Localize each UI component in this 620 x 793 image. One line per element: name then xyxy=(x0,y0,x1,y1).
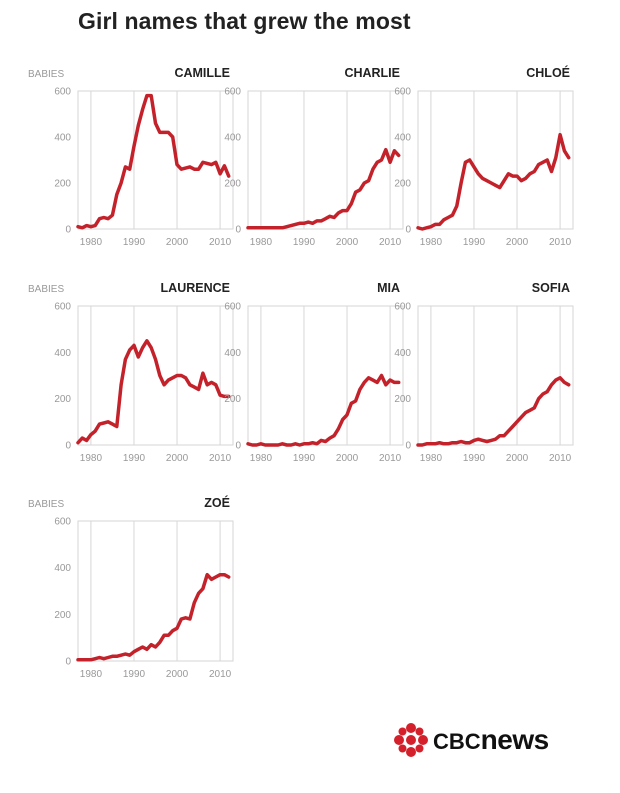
y-tick-label: 200 xyxy=(224,394,241,405)
y-tick-label: 0 xyxy=(235,441,241,452)
y-tick-label: 200 xyxy=(54,610,71,621)
x-tick-label: 2010 xyxy=(379,453,402,464)
y-tick-label: 600 xyxy=(224,87,241,98)
plot-frame xyxy=(247,90,404,230)
plot-frame xyxy=(77,305,234,446)
y-tick-label: 0 xyxy=(65,657,71,668)
plot-frame xyxy=(77,90,234,230)
x-tick-label: 2000 xyxy=(336,237,359,248)
panel-title: CHARLIE xyxy=(344,66,400,80)
series-line xyxy=(246,373,401,447)
y-tick-label: 0 xyxy=(235,225,241,236)
chart-panel: 1980 1990 2000 2010 0 200 400 600 SOFIA xyxy=(394,281,574,464)
y-tick-label: 400 xyxy=(394,348,411,359)
logo-news-text: news xyxy=(480,724,550,755)
cbc-news-logo: CBCnews xyxy=(393,722,573,762)
chart-panel: 1980 1990 2000 2010 0 200 400 600 BABIES ZOÉ xyxy=(28,495,234,680)
y-tick-label: 0 xyxy=(65,441,71,452)
y-tick-label: 600 xyxy=(54,87,71,98)
x-tick-label: 2010 xyxy=(209,669,232,680)
page-title: Girl names that grew the most xyxy=(78,8,411,34)
y-tick-label: 200 xyxy=(224,179,241,190)
chart-panel: 1980 1990 2000 2010 0 200 400 600 MIA xyxy=(224,281,404,464)
panel-title: LAURENCE xyxy=(161,281,230,295)
panel-title: CHLOÉ xyxy=(526,65,570,80)
x-tick-label: 1990 xyxy=(463,237,486,248)
y-tick-label: 0 xyxy=(405,441,411,452)
y-tick-label: 200 xyxy=(54,179,71,190)
plot-frame xyxy=(417,305,574,446)
y-axis-label: BABIES xyxy=(28,284,64,295)
y-tick-label: 400 xyxy=(54,348,71,359)
chart-panel: 1980 1990 2000 2010 0 200 400 600 BABIES CAMILLE xyxy=(28,66,234,248)
x-tick-label: 2010 xyxy=(209,453,232,464)
series-line xyxy=(76,339,231,445)
y-tick-label: 0 xyxy=(405,225,411,236)
plot-frame xyxy=(247,305,404,446)
panel-title: MIA xyxy=(377,281,400,295)
x-tick-label: 1980 xyxy=(80,453,103,464)
x-tick-label: 2010 xyxy=(379,237,402,248)
cbc-gem-icon xyxy=(394,723,428,757)
panel-title: ZOÉ xyxy=(204,495,230,510)
chart-panel: 1980 1990 2000 2010 0 200 400 600 CHARLIE xyxy=(224,66,404,248)
x-tick-label: 2010 xyxy=(209,237,232,248)
y-tick-label: 600 xyxy=(224,302,241,313)
x-tick-label: 1990 xyxy=(293,453,316,464)
x-tick-label: 2000 xyxy=(506,453,529,464)
y-tick-label: 400 xyxy=(394,133,411,144)
chart-panel: 1980 1990 2000 2010 0 200 400 600 CHLOÉ xyxy=(394,65,574,248)
y-tick-label: 400 xyxy=(54,133,71,144)
logo-wordmark: CBCnews xyxy=(433,724,549,756)
plot-frame xyxy=(417,90,574,230)
y-tick-label: 400 xyxy=(54,563,71,574)
y-tick-label: 0 xyxy=(65,225,71,236)
y-tick-label: 200 xyxy=(54,394,71,405)
y-axis-label: BABIES xyxy=(28,499,64,510)
x-tick-label: 1980 xyxy=(250,453,273,464)
series-line xyxy=(76,572,231,662)
series-line xyxy=(246,147,401,230)
chart-panel: 1980 1990 2000 2010 0 200 400 600 BABIES LAURENCE xyxy=(28,281,234,464)
x-tick-label: 2000 xyxy=(166,453,189,464)
x-tick-label: 1990 xyxy=(123,669,146,680)
y-tick-label: 400 xyxy=(224,133,241,144)
logo-cbc-text: CBC xyxy=(433,729,481,754)
series-line xyxy=(416,376,571,447)
x-tick-label: 1990 xyxy=(123,453,146,464)
series-line xyxy=(76,93,231,230)
x-tick-label: 1980 xyxy=(250,237,273,248)
x-tick-label: 2010 xyxy=(549,237,572,248)
x-tick-label: 1980 xyxy=(420,237,443,248)
y-tick-label: 600 xyxy=(394,87,411,98)
x-tick-label: 1980 xyxy=(80,237,103,248)
x-tick-label: 1990 xyxy=(293,237,316,248)
x-tick-label: 2000 xyxy=(166,237,189,248)
series-line xyxy=(416,132,571,231)
panel-title: SOFIA xyxy=(532,281,570,295)
panel-title: CAMILLE xyxy=(174,66,230,80)
x-tick-label: 2000 xyxy=(506,237,529,248)
plot-frame xyxy=(77,520,234,662)
x-tick-label: 2000 xyxy=(166,669,189,680)
x-tick-label: 1990 xyxy=(463,453,486,464)
y-tick-label: 200 xyxy=(394,394,411,405)
x-tick-label: 2010 xyxy=(549,453,572,464)
y-axis-label: BABIES xyxy=(28,69,64,80)
y-tick-label: 600 xyxy=(54,517,71,528)
x-tick-label: 1990 xyxy=(123,237,146,248)
y-tick-label: 600 xyxy=(54,302,71,313)
x-tick-label: 2000 xyxy=(336,453,359,464)
y-tick-label: 200 xyxy=(394,179,411,190)
x-tick-label: 1980 xyxy=(420,453,443,464)
y-tick-label: 400 xyxy=(224,348,241,359)
x-tick-label: 1980 xyxy=(80,669,103,680)
y-tick-label: 600 xyxy=(394,302,411,313)
